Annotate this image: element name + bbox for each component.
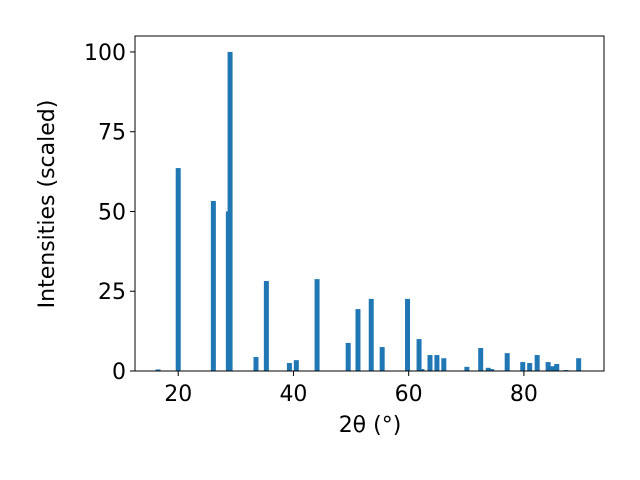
bar <box>485 367 491 371</box>
bar <box>434 355 440 371</box>
bar <box>576 358 582 371</box>
bar <box>253 356 259 371</box>
bar <box>355 309 361 371</box>
x-tick-label: 60 <box>395 382 423 407</box>
bar <box>210 200 216 371</box>
bar <box>554 363 560 371</box>
bar <box>416 339 422 371</box>
bar <box>489 369 495 371</box>
y-tick-label: 75 <box>98 121 126 146</box>
x-tick-label: 40 <box>279 382 307 407</box>
bar <box>534 355 540 371</box>
bar <box>175 168 181 371</box>
bar <box>379 347 385 371</box>
y-tick-label: 100 <box>84 41 126 66</box>
x-tick-label: 20 <box>164 382 192 407</box>
bar <box>549 366 555 371</box>
x-tick-label: 80 <box>510 382 538 407</box>
bar <box>368 298 374 371</box>
bar <box>405 298 411 371</box>
bar <box>527 363 533 371</box>
y-axis-label: Intensities (scaled) <box>35 100 60 309</box>
bar <box>263 281 269 371</box>
y-tick-label: 0 <box>112 360 126 385</box>
x-axis-label: 2θ (°) <box>339 413 402 438</box>
bar <box>520 362 526 371</box>
bar <box>545 362 551 371</box>
bar <box>464 366 470 371</box>
bar <box>478 348 484 371</box>
bar <box>427 355 433 371</box>
bar <box>227 51 233 371</box>
bar <box>441 358 447 371</box>
bar <box>419 369 425 371</box>
y-tick-label: 50 <box>98 200 126 225</box>
bar <box>504 353 510 371</box>
bar <box>286 363 292 371</box>
bar <box>293 360 299 371</box>
bar <box>155 369 161 371</box>
y-tick-label: 25 <box>98 280 126 305</box>
bar <box>314 279 320 371</box>
bar <box>345 342 351 371</box>
plot-frame <box>134 35 605 372</box>
